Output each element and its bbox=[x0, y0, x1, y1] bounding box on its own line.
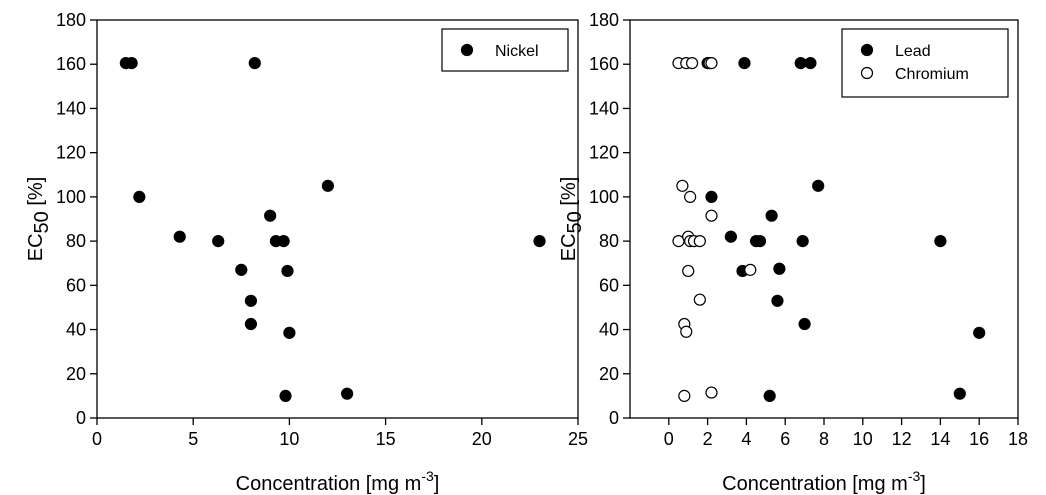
data-point bbox=[676, 179, 689, 192]
data-point bbox=[705, 386, 718, 399]
y-tick-label: 80 bbox=[599, 231, 619, 251]
data-point bbox=[798, 317, 811, 331]
data-point bbox=[753, 235, 767, 248]
data-point bbox=[796, 235, 809, 248]
chart-panel-2: 0 20 40 60 80 100 120 140 160 180 0 2 4 6 8 10 12 14 16 18 C… bbox=[558, 10, 1028, 495]
data-point bbox=[277, 235, 290, 248]
x-axis-title: Concentration [mg m-3] bbox=[236, 468, 440, 495]
x-tick-label: 16 bbox=[969, 429, 989, 449]
data-point bbox=[705, 209, 718, 222]
x-tick-label: 2 bbox=[703, 429, 713, 449]
x-tick-label: 10 bbox=[279, 429, 299, 449]
series-chromium bbox=[672, 57, 757, 402]
y-tick-label: 160 bbox=[589, 54, 619, 74]
data-point bbox=[341, 387, 354, 400]
y-tick-label: 20 bbox=[599, 364, 619, 384]
legend-label: Lead bbox=[895, 43, 931, 60]
legend: Lead Chromium bbox=[841, 28, 1009, 98]
data-point bbox=[973, 326, 986, 339]
x-tick-label: 0 bbox=[92, 429, 102, 449]
data-point bbox=[264, 209, 277, 222]
x-tick-label: 15 bbox=[376, 429, 396, 449]
data-point bbox=[533, 235, 546, 248]
x-axis-title: Concentration [mg m-3] bbox=[722, 468, 926, 495]
data-point bbox=[244, 294, 258, 307]
data-point bbox=[765, 209, 778, 222]
series-nickel bbox=[119, 57, 546, 402]
y-tick-label: 0 bbox=[609, 408, 619, 428]
y-tick-label: 160 bbox=[56, 54, 86, 74]
y-tick-label: 20 bbox=[66, 364, 86, 384]
y-axis-title: EC50 [%] bbox=[558, 177, 586, 262]
data-point bbox=[773, 262, 786, 275]
x-tick-label: 4 bbox=[741, 429, 751, 449]
data-point bbox=[321, 179, 334, 192]
data-point bbox=[763, 389, 776, 402]
data-point bbox=[934, 235, 947, 248]
x-tick-label: 10 bbox=[853, 429, 873, 449]
y-tick-label: 120 bbox=[589, 143, 619, 163]
y-tick-label: 140 bbox=[56, 98, 86, 118]
y-tick-label: 180 bbox=[589, 10, 619, 30]
plot-frame bbox=[96, 19, 579, 419]
legend-label: Chromium bbox=[895, 66, 969, 83]
y-tick-label: 140 bbox=[589, 98, 619, 118]
data-point bbox=[281, 264, 294, 278]
data-point bbox=[212, 235, 225, 248]
y-tick-label: 180 bbox=[56, 10, 86, 30]
series-lead bbox=[701, 57, 986, 402]
y-tick-label: 60 bbox=[599, 275, 619, 295]
data-point bbox=[724, 230, 737, 243]
data-point bbox=[678, 389, 691, 402]
data-point bbox=[684, 190, 697, 203]
data-point bbox=[283, 326, 296, 339]
y-tick-label: 40 bbox=[66, 320, 86, 340]
legend-box bbox=[841, 28, 1009, 98]
data-point bbox=[235, 263, 248, 276]
data-point bbox=[680, 325, 693, 338]
x-tick-label: 14 bbox=[930, 429, 950, 449]
data-point bbox=[744, 263, 757, 276]
y-tick-label: 120 bbox=[56, 143, 86, 163]
x-tick-label: 8 bbox=[819, 429, 829, 449]
data-point bbox=[133, 190, 146, 203]
x-tick-label: 6 bbox=[780, 429, 790, 449]
data-point bbox=[279, 389, 292, 402]
x-tick-label: 18 bbox=[1008, 429, 1028, 449]
data-point bbox=[685, 57, 699, 70]
legend-marker bbox=[860, 43, 874, 57]
y-tick-label: 80 bbox=[66, 231, 86, 251]
data-point bbox=[125, 57, 138, 70]
y-tick-label: 100 bbox=[589, 187, 619, 207]
data-point bbox=[705, 57, 718, 70]
x-tick-label: 12 bbox=[892, 429, 912, 449]
x-tick-label: 5 bbox=[188, 429, 198, 449]
legend-marker bbox=[460, 43, 474, 57]
data-point bbox=[705, 190, 718, 203]
data-point bbox=[682, 264, 695, 278]
x-tick-label: 20 bbox=[472, 429, 492, 449]
legend-label: Nickel bbox=[495, 43, 539, 60]
data-point bbox=[812, 179, 825, 192]
data-point bbox=[738, 57, 751, 70]
data-point bbox=[244, 317, 258, 331]
data-point bbox=[693, 235, 706, 248]
legend: Nickel bbox=[441, 28, 569, 72]
legend-marker bbox=[860, 66, 874, 80]
y-axis-title: EC50 [%] bbox=[25, 177, 53, 262]
data-point bbox=[248, 57, 261, 70]
y-tick-label: 60 bbox=[66, 275, 86, 295]
chart-panel-1: 0 20 40 60 80 100 120 140 160 180 0 5 10 15 20 25 Concen… bbox=[25, 10, 588, 495]
data-point bbox=[771, 294, 784, 307]
y-tick-label: 100 bbox=[56, 187, 86, 207]
data-point bbox=[173, 230, 186, 243]
y-tick-label: 0 bbox=[76, 408, 86, 428]
data-point bbox=[804, 57, 817, 70]
x-tick-label: 0 bbox=[664, 429, 674, 449]
x-tick-label: 25 bbox=[568, 429, 588, 449]
data-point bbox=[953, 387, 966, 400]
data-point bbox=[693, 293, 706, 306]
y-tick-label: 40 bbox=[599, 320, 619, 340]
